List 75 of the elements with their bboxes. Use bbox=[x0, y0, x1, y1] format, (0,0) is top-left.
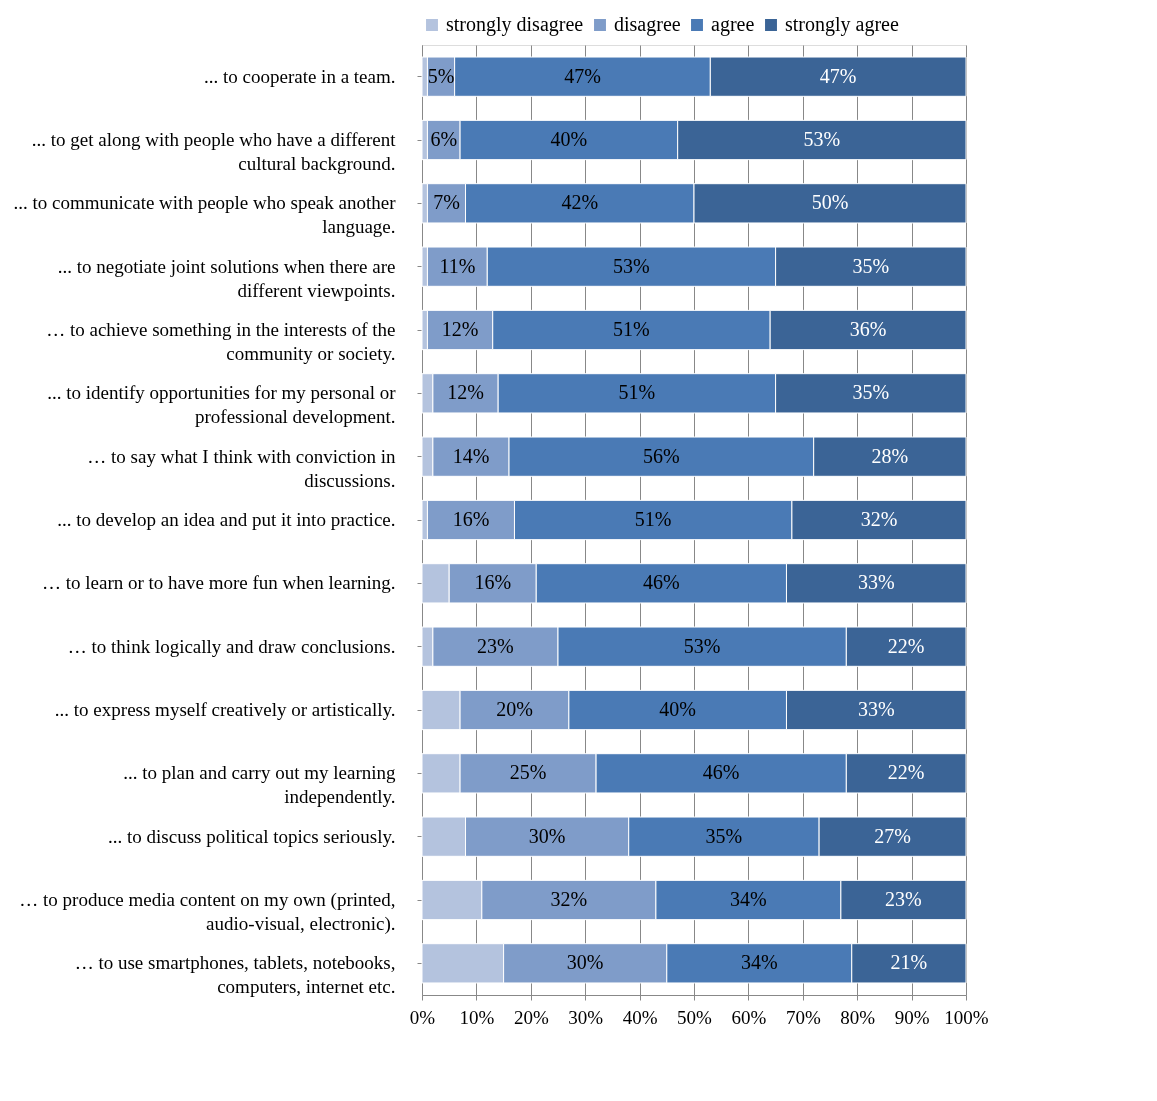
data-label: 22% bbox=[887, 761, 925, 784]
legend-label: disagree bbox=[614, 13, 681, 36]
data-label: 35% bbox=[852, 254, 890, 277]
data-label: 14% bbox=[452, 444, 490, 467]
data-label: 51% bbox=[634, 508, 672, 530]
data-label: 47% bbox=[819, 64, 857, 87]
data-label: 23% bbox=[477, 634, 514, 657]
x-tick-label: 60% bbox=[731, 1006, 767, 1028]
data-label: 16% bbox=[452, 508, 490, 530]
data-label: 56% bbox=[643, 444, 680, 467]
data-label: 50% bbox=[811, 191, 849, 214]
data-label: 32% bbox=[860, 508, 898, 530]
y-tick-label: ... to cooperate in a team. bbox=[203, 65, 396, 87]
data-label: 30% bbox=[566, 951, 604, 974]
data-label: 51% bbox=[618, 381, 656, 404]
data-label: 12% bbox=[441, 318, 479, 340]
data-label: 21% bbox=[890, 951, 928, 974]
x-tick-label: 0% bbox=[409, 1006, 436, 1028]
data-label: 23% bbox=[885, 888, 922, 910]
legend-label: strongly disagree bbox=[446, 13, 584, 36]
y-tick-label: … to produce media content on my own (printed, audio-visual, electronic). bbox=[19, 889, 396, 935]
x-tick-label: 30% bbox=[568, 1006, 604, 1028]
data-label: 34% bbox=[730, 888, 767, 910]
data-label: 33% bbox=[857, 571, 895, 594]
data-label: 20% bbox=[496, 698, 533, 720]
y-tick-label: … to learn or to have more fun when learning. bbox=[42, 572, 396, 594]
data-label: 47% bbox=[564, 64, 601, 87]
y-tick-label: … to use smartphones, tablets, notebooks, computers, internet etc. bbox=[74, 952, 396, 998]
data-label: 27% bbox=[874, 824, 911, 847]
x-tick-label: 90% bbox=[894, 1006, 930, 1028]
data-label: 34% bbox=[740, 951, 778, 974]
data-label: 12% bbox=[447, 381, 484, 404]
data-label: 11% bbox=[439, 254, 476, 277]
data-label: 40% bbox=[550, 128, 588, 150]
legend-label: agree bbox=[711, 13, 755, 36]
data-label: 46% bbox=[702, 761, 740, 784]
y-tick-label: ... to express myself creatively or artistically. bbox=[54, 699, 396, 720]
x-tick-label: 100% bbox=[944, 1006, 989, 1028]
y-tick-label: ... to discuss political topics seriously. bbox=[108, 825, 396, 847]
data-label: 36% bbox=[849, 318, 887, 340]
x-tick-label: 10% bbox=[459, 1006, 495, 1028]
y-tick-label: ... to identify opportunities for my personal or professional development. bbox=[47, 382, 397, 428]
x-tick-label: 20% bbox=[513, 1006, 549, 1028]
data-label: 28% bbox=[871, 444, 909, 467]
y-tick-label: … to say what I think with conviction in discussions. bbox=[87, 445, 396, 491]
y-tick-label: ... to develop an idea and put it into practice. bbox=[57, 509, 396, 530]
data-label: 51% bbox=[613, 318, 650, 340]
data-label: 35% bbox=[705, 824, 743, 847]
y-tick-label: … to achieve something in the interests of the community or society. bbox=[46, 319, 396, 364]
x-tick-label: 80% bbox=[840, 1006, 876, 1028]
y-tick-label: ... to negotiate joint solutions when there are different viewpoints. bbox=[57, 255, 396, 301]
y-tick-label: … to think logically and draw conclusions. bbox=[67, 635, 396, 657]
data-label: 5% bbox=[427, 64, 455, 87]
y-tick-label: ... to communicate with people who speak another language. bbox=[13, 192, 397, 238]
data-label: 53% bbox=[613, 254, 650, 277]
data-label: 46% bbox=[643, 571, 680, 594]
x-tick-label: 40% bbox=[622, 1006, 658, 1028]
data-label: 40% bbox=[659, 698, 697, 720]
data-label: 35% bbox=[852, 381, 890, 404]
data-label: 30% bbox=[528, 824, 566, 847]
data-label: 16% bbox=[474, 571, 512, 594]
data-label: 25% bbox=[509, 761, 547, 784]
x-tick-label: 70% bbox=[785, 1006, 821, 1028]
data-label: 22% bbox=[887, 634, 925, 657]
data-label: 32% bbox=[550, 888, 588, 910]
legend-label: strongly agree bbox=[785, 13, 899, 36]
data-label: 6% bbox=[430, 128, 458, 150]
data-label: 53% bbox=[683, 634, 721, 657]
y-tick-label: ... to plan and carry out my learning independently. bbox=[123, 762, 396, 808]
x-tick-label: 50% bbox=[677, 1006, 713, 1028]
y-tick-label: ... to get along with people who have a different cultural background. bbox=[31, 129, 397, 174]
data-label: 7% bbox=[433, 191, 460, 214]
data-label: 53% bbox=[803, 128, 841, 150]
data-label: 33% bbox=[857, 698, 895, 720]
data-label: 42% bbox=[561, 191, 599, 214]
